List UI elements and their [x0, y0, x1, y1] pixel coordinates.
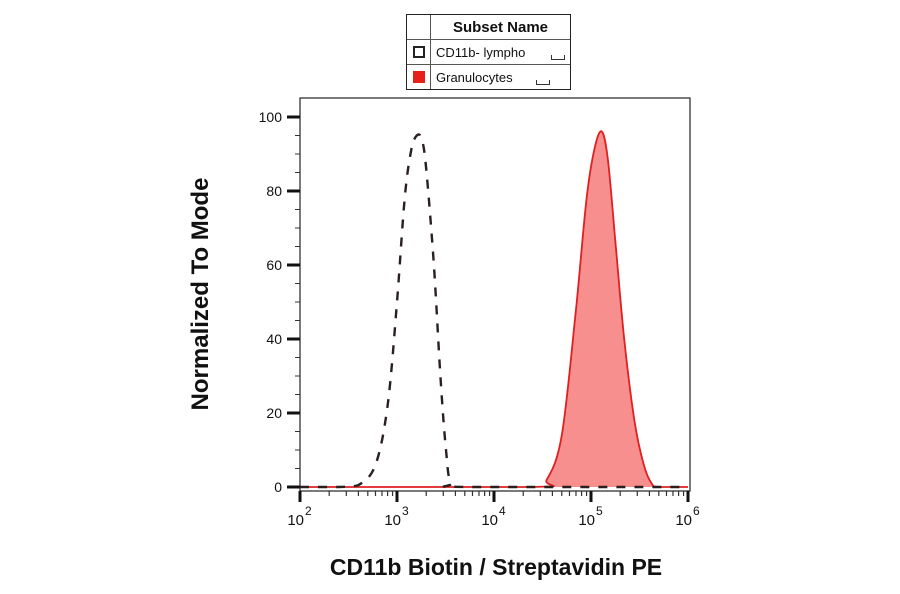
legend-swatch-cell-granulocytes [407, 65, 431, 89]
legend-row-lympho: CD11b- lympho [407, 39, 570, 64]
x-tick-label-base: 10 [675, 512, 692, 529]
y-tick-label-0: 0 [274, 479, 282, 495]
truncation-mark-granulocytes [536, 80, 550, 85]
y-tick-label-40: 40 [266, 331, 282, 347]
y-tick-label-60: 60 [266, 257, 282, 273]
legend-label-granulocytes: Granulocytes [436, 69, 513, 85]
x-tick-label-exponent: 2 [305, 504, 312, 518]
legend-swatch-cell-lympho [407, 40, 431, 64]
legend-header-label: Subset Name [452, 18, 549, 36]
x-tick-label-exponent: 4 [499, 504, 506, 518]
legend-swatch-lympho [412, 46, 425, 58]
series-layer [299, 130, 689, 489]
series-area-granulocytes [300, 131, 688, 487]
legend-swatch-granulocytes [412, 71, 425, 83]
legend-label-cell-lympho: CD11b- lympho [431, 40, 570, 64]
legend-label-lympho: CD11b- lympho [436, 44, 526, 60]
x-tick-label-base: 10 [384, 512, 401, 529]
x-tick-label-100000: 105 [578, 504, 603, 529]
x-tick-label-base: 10 [578, 512, 595, 529]
x-tick-label-1000: 103 [384, 504, 409, 529]
y-tick-label-100: 100 [259, 109, 283, 125]
x-axis-label: CD11b Biotin / Streptavidin PE [330, 554, 662, 580]
legend: Subset Name CD11b- lympho Granulocytes [406, 14, 571, 90]
x-tick-label-base: 10 [287, 512, 304, 529]
x-tick-label-100: 102 [287, 504, 312, 529]
x-tick-label-base: 10 [481, 512, 498, 529]
y-axis-label: Normalized To Mode [187, 178, 214, 411]
y-tick-label-20: 20 [266, 405, 282, 421]
x-tick-label-exponent: 6 [693, 504, 700, 518]
legend-label-cell-granulocytes: Granulocytes [431, 65, 570, 89]
y-tick-label-80: 80 [266, 183, 282, 199]
legend-header-row: Subset Name [407, 15, 570, 39]
x-tick-label-exponent: 3 [402, 504, 409, 518]
legend-header-blank [407, 15, 431, 39]
x-tick-label-exponent: 5 [596, 504, 603, 518]
truncation-mark-lympho [551, 55, 565, 60]
y-axis: 0 20 40 60 80 100 [259, 109, 300, 495]
x-tick-label-1000000: 106 [675, 504, 700, 529]
series-line-granulocytes [299, 130, 689, 488]
x-tick-label-10000: 104 [481, 504, 506, 529]
legend-row-granulocytes: Granulocytes [407, 64, 570, 89]
series-line-cd11b-lympho [299, 133, 689, 489]
